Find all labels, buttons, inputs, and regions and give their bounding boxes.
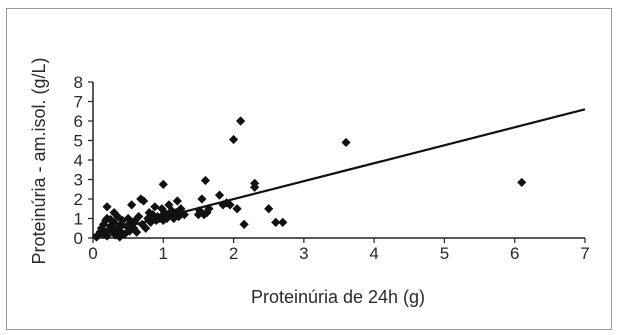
x-tick-label: 4 (369, 244, 378, 263)
data-point-marker (271, 217, 281, 227)
data-point-marker (225, 200, 235, 210)
x-axis-title: Proteinúria de 24h (g) (251, 287, 425, 307)
y-axis-title: Proteinúria - am.isol. (g/L) (29, 57, 49, 264)
data-point-marker (141, 223, 151, 233)
y-tick-label: 7 (74, 93, 83, 112)
x-axis-ticks: 0 1 2 3 4 5 6 7 (88, 238, 590, 263)
y-tick-label: 4 (74, 151, 83, 170)
y-tick-label: 3 (74, 171, 83, 190)
y-tick-label: 1 (74, 210, 83, 229)
data-point-marker (239, 219, 249, 229)
data-point-marker (109, 217, 119, 227)
data-point-marker (214, 190, 225, 200)
data-point-marker (341, 137, 351, 148)
y-tick-label: 2 (74, 190, 83, 209)
y-tick-label: 5 (74, 132, 83, 151)
data-point-marker (228, 134, 239, 145)
data-point-marker (197, 194, 207, 204)
data-point-marker (250, 178, 260, 188)
data-point-marker (200, 175, 211, 186)
x-tick-label: 5 (440, 244, 449, 263)
x-tick-label: 1 (159, 244, 168, 263)
data-point-marker (134, 211, 144, 222)
data-point-marker (150, 202, 160, 212)
x-tick-label: 0 (88, 244, 97, 263)
data-point-marker (236, 116, 246, 126)
trendline (92, 108, 586, 237)
x-tick-label: 3 (299, 244, 308, 263)
x-tick-label: 7 (580, 244, 589, 263)
data-point-marker (102, 202, 112, 212)
data-point-marker (158, 179, 168, 189)
data-point-marker (102, 231, 112, 241)
data-point-marker (172, 196, 182, 206)
data-point-marker (278, 217, 288, 227)
data-point-marker (127, 200, 137, 210)
x-tick-label: 2 (229, 244, 238, 263)
y-tick-label: 6 (74, 112, 83, 131)
data-point-marker (139, 196, 149, 206)
y-tick-label: 0 (74, 229, 83, 248)
data-point-marker (517, 177, 527, 188)
y-tick-label: 8 (74, 73, 83, 92)
trendline-group (92, 108, 586, 237)
data-point-marker (131, 227, 142, 237)
data-point-marker (232, 204, 242, 214)
chart-frame (6, 8, 612, 330)
x-tick-label: 6 (510, 244, 519, 263)
data-point-marker (264, 204, 274, 214)
data-points (91, 116, 527, 242)
